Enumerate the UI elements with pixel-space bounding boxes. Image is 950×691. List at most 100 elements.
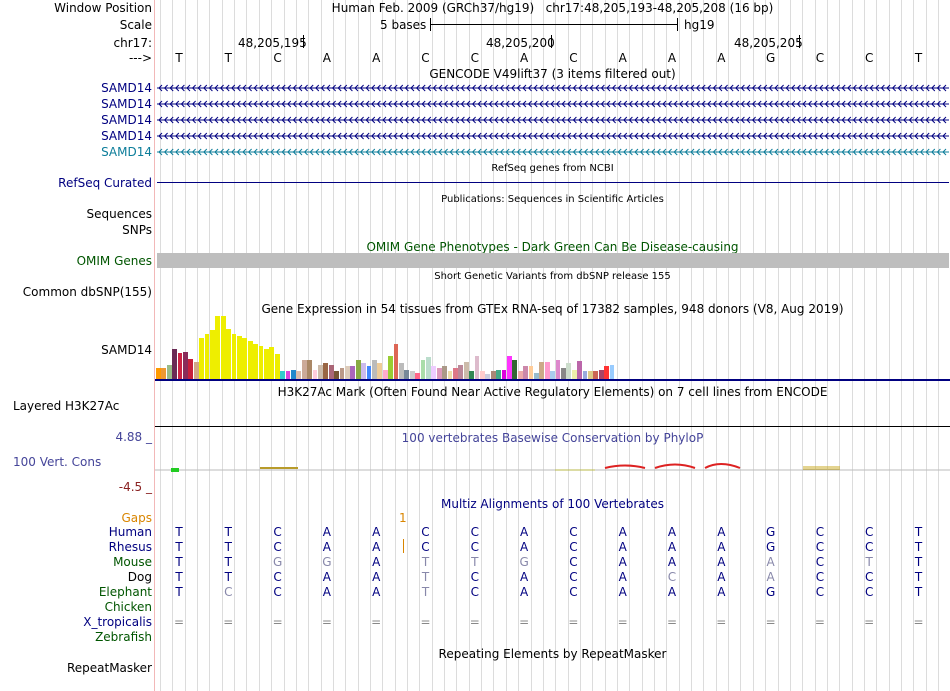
gene-transcript[interactable]	[157, 129, 949, 143]
gtex-tissue-bar[interactable]	[307, 360, 312, 379]
gtex-tissue-bar[interactable]	[507, 356, 512, 379]
gtex-tissue-bar[interactable]	[177, 353, 183, 379]
gtex-tissue-bar[interactable]	[528, 366, 534, 379]
gtex-tissue-bar[interactable]	[280, 371, 285, 379]
gtex-tissue-bar[interactable]	[609, 365, 615, 379]
gtex-tissue-bar[interactable]	[442, 366, 447, 379]
gtex-tissue-bar[interactable]	[323, 363, 329, 379]
gtex-tissue-bar[interactable]	[172, 349, 177, 379]
conservation-label[interactable]: 100 Vert. Cons	[13, 455, 102, 469]
gtex-tissue-bar[interactable]	[485, 374, 491, 379]
gene-transcript[interactable]	[157, 113, 949, 127]
gtex-tissue-bar[interactable]	[474, 356, 480, 379]
gtex-tissue-bar[interactable]	[291, 370, 296, 379]
gtex-tissue-bar[interactable]	[161, 368, 167, 379]
gtex-tissue-bar[interactable]	[377, 363, 383, 379]
gencode-gene-label[interactable]: SAMD14	[101, 145, 152, 159]
gtex-tissue-bar[interactable]	[156, 368, 161, 379]
gtex-gene-label[interactable]: SAMD14	[101, 343, 152, 357]
gtex-tissue-bar[interactable]	[339, 368, 345, 379]
gtex-tissue-bar[interactable]	[328, 365, 334, 379]
gencode-gene-label[interactable]: SAMD14	[101, 81, 152, 95]
gtex-tissue-bar[interactable]	[312, 370, 318, 379]
refseq-gene-line[interactable]	[157, 182, 949, 183]
gtex-tissue-bar[interactable]	[301, 360, 307, 379]
gtex-tissue-bar[interactable]	[199, 338, 204, 379]
refseq-label[interactable]: RefSeq Curated	[58, 176, 152, 190]
conservation-wiggle[interactable]	[155, 455, 950, 485]
gtex-gene-bar[interactable]	[155, 379, 950, 381]
gtex-tissue-bar[interactable]	[393, 344, 399, 379]
species-label[interactable]: Human	[108, 525, 152, 539]
repeatmasker-label[interactable]: RepeatMasker	[66, 661, 152, 675]
gtex-tissue-bar[interactable]	[496, 370, 501, 379]
gtex-tissue-bar[interactable]	[490, 371, 496, 379]
gtex-tissue-bar[interactable]	[210, 330, 215, 379]
gene-transcript[interactable]	[157, 81, 949, 95]
species-label[interactable]: Dog	[127, 570, 152, 584]
species-label[interactable]: Elephant	[98, 585, 152, 599]
species-label[interactable]: Mouse	[113, 555, 152, 569]
publications-snps-label[interactable]: SNPs	[122, 223, 152, 237]
omim-label[interactable]: OMIM Genes	[76, 254, 152, 268]
gtex-tissue-bar[interactable]	[372, 360, 377, 379]
gtex-tissue-bar[interactable]	[226, 329, 231, 379]
gtex-tissue-bar[interactable]	[264, 349, 269, 379]
gtex-tissue-bar[interactable]	[193, 362, 199, 379]
gtex-tissue-bar[interactable]	[334, 371, 339, 379]
gtex-tissue-bar[interactable]	[426, 357, 431, 379]
gencode-gene-label[interactable]: SAMD14	[101, 97, 152, 111]
gtex-tissue-bar[interactable]	[355, 360, 361, 379]
gtex-tissue-bar[interactable]	[582, 371, 588, 379]
gtex-tissue-bar[interactable]	[253, 344, 258, 379]
gtex-tissue-bar[interactable]	[296, 371, 302, 379]
gtex-tissue-bar[interactable]	[534, 373, 539, 379]
gtex-tissue-bar[interactable]	[555, 360, 561, 379]
gtex-tissue-bar[interactable]	[237, 336, 242, 379]
publications-sequences-label[interactable]: Sequences	[86, 207, 152, 221]
gtex-tissue-bar[interactable]	[350, 366, 356, 379]
gtex-tissue-bar[interactable]	[215, 316, 221, 379]
gtex-tissue-bar[interactable]	[453, 368, 458, 379]
gtex-tissue-bar[interactable]	[593, 371, 599, 379]
gtex-tissue-bar[interactable]	[274, 354, 280, 379]
gtex-tissue-bar[interactable]	[409, 371, 415, 379]
gtex-tissue-bar[interactable]	[204, 334, 210, 379]
gtex-tissue-bar[interactable]	[361, 363, 366, 379]
gtex-tissue-bar[interactable]	[399, 363, 404, 379]
gaps-label[interactable]: Gaps	[121, 511, 152, 525]
dbsnp-label[interactable]: Common dbSNP(155)	[22, 285, 152, 299]
gtex-tissue-bar[interactable]	[539, 362, 545, 379]
gtex-tissue-bar[interactable]	[318, 365, 323, 379]
gtex-tissue-bar[interactable]	[420, 360, 426, 379]
gtex-tissue-bar[interactable]	[544, 362, 550, 379]
gtex-tissue-bar[interactable]	[501, 370, 507, 379]
gtex-tissue-bar[interactable]	[247, 341, 253, 379]
gtex-tissue-bar[interactable]	[345, 366, 350, 379]
gtex-tissue-bar[interactable]	[480, 371, 485, 379]
gtex-tissue-bar[interactable]	[366, 366, 372, 379]
gencode-gene-label[interactable]: SAMD14	[101, 129, 152, 143]
gtex-tissue-bar[interactable]	[388, 356, 393, 379]
gene-transcript[interactable]	[157, 145, 949, 159]
gtex-tissue-bar[interactable]	[231, 334, 237, 379]
gtex-tissue-bar[interactable]	[577, 361, 582, 379]
gtex-tissue-bar[interactable]	[512, 360, 518, 379]
gtex-tissue-bar[interactable]	[571, 370, 577, 379]
gtex-tissue-bar[interactable]	[183, 352, 188, 379]
gtex-tissue-bar[interactable]	[469, 371, 474, 379]
species-label[interactable]: Rhesus	[108, 540, 152, 554]
gtex-tissue-bar[interactable]	[561, 368, 566, 379]
gtex-tissue-bar[interactable]	[447, 371, 453, 379]
gtex-tissue-bar[interactable]	[463, 362, 469, 379]
gtex-tissue-bar[interactable]	[431, 366, 437, 379]
gtex-tissue-bar[interactable]	[285, 371, 291, 379]
species-label[interactable]: X_tropicalis	[83, 615, 152, 629]
species-label[interactable]: Zebrafish	[95, 630, 152, 644]
gtex-tissue-bar[interactable]	[598, 370, 604, 379]
gtex-tissue-bar[interactable]	[220, 316, 226, 379]
gtex-tissue-bar[interactable]	[382, 370, 388, 379]
gtex-tissue-bar[interactable]	[188, 359, 194, 379]
gene-transcript[interactable]	[157, 97, 949, 111]
gtex-tissue-bar[interactable]	[566, 363, 572, 379]
